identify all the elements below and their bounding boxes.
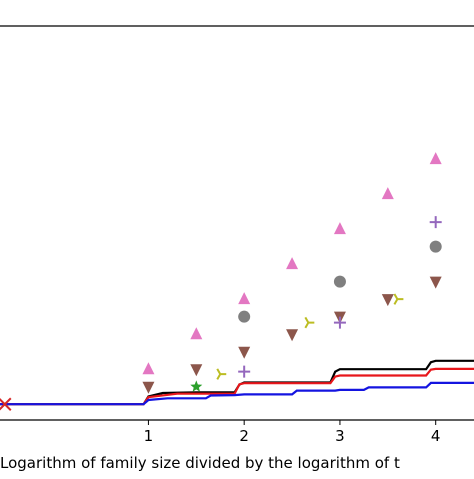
marker-x-1 [0,397,12,411]
marker-plus-1 [238,365,251,378]
marker-triangle-up-6 [381,187,394,200]
marker-triangle-up-5 [333,222,346,235]
x-tick-label: 4 [431,427,441,445]
step-line-2 [0,367,474,406]
marker-tri-right-1 [216,368,227,380]
marker-triangle-down-3 [238,346,251,359]
x-tick-label: 1 [144,427,154,445]
marker-triangle-up-4 [286,257,299,270]
marker-circle-2 [333,275,346,288]
step-line-1 [0,359,474,406]
marker-tri-right-2 [304,316,315,329]
step-lines [0,359,474,406]
marker-triangle-up-7 [429,152,442,165]
step-line-3 [0,381,474,406]
marker-plus-2 [333,316,346,329]
marker-triangle-up-2 [190,327,203,340]
marker-triangle-down-4 [286,329,299,342]
marker-circle-1 [238,310,251,323]
marker-triangle-up-3 [238,292,251,305]
marker-tri-right-3 [393,293,404,305]
x-ticks: 1 2 3 4 [144,420,441,445]
x-tick-label: 2 [239,427,249,445]
marker-triangle-up-1 [142,362,155,375]
x-axis-label: Logarithm of family size divided by the … [0,454,400,472]
axes [0,25,474,421]
scatter-markers [0,152,442,411]
marker-circle-3 [429,240,442,253]
marker-triangle-down-6 [381,294,394,307]
marker-plus-3 [429,216,442,229]
marker-triangle-down-1 [142,381,155,394]
marker-triangle-down-2 [190,364,203,377]
marker-star-1 [190,380,203,392]
x-tick-label: 3 [335,427,345,445]
marker-triangle-down-7 [429,276,442,289]
